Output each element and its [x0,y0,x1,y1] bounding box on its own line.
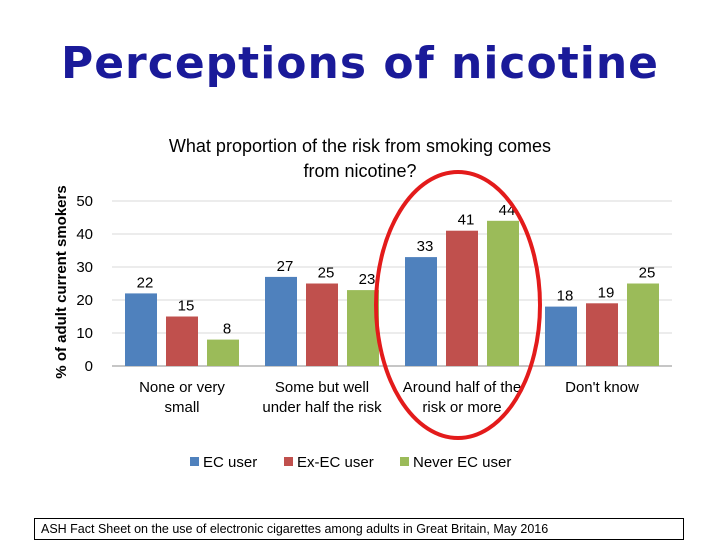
x-tick-label: Some but well [275,379,369,396]
legend: EC user Ex-EC user Never EC user [190,454,511,471]
data-label: 25 [318,265,335,282]
bar [586,303,618,366]
y-tick-label: 0 [85,358,93,375]
chart-title-line: What proportion of the risk from smoking… [169,136,551,156]
x-tick-label: Around half of the [403,379,521,396]
legend-label: Ex-EC user [297,454,374,471]
bar [347,290,379,366]
x-tick-label: Don't know [565,379,639,396]
data-label: 19 [598,284,615,301]
y-axis-label: % of adult current smokers [53,185,70,378]
bar [306,283,338,366]
y-tick-label: 50 [76,193,93,210]
data-label: 25 [639,265,656,282]
data-label: 22 [137,274,154,291]
bars [125,220,659,366]
bar [166,316,198,366]
y-tick-label: 40 [76,226,93,243]
bar [627,283,659,366]
data-label: 18 [557,288,574,305]
data-label: 23 [359,271,376,288]
slide-title: Perceptions of nicotine [60,38,660,89]
x-tick-label: under half the risk [262,399,382,416]
y-tick-label: 30 [76,259,93,276]
bar [545,306,577,366]
gridlines [112,200,672,367]
data-label: 33 [417,238,434,255]
bar [446,230,478,366]
chart-title-line: from nicotine? [303,161,416,181]
legend-swatch [190,457,199,466]
legend-swatch [400,457,409,466]
bar [265,276,297,366]
bar [125,293,157,366]
bar [207,339,239,366]
y-tick-label: 10 [76,325,93,342]
data-label: 15 [178,298,195,315]
x-tick-label: risk or more [422,399,501,416]
bar [487,220,519,366]
data-label: 8 [223,321,231,338]
legend-label: Never EC user [413,454,511,471]
y-tick-label: 20 [76,292,93,309]
legend-label: EC user [203,454,257,471]
data-label: 41 [458,212,475,229]
highlight-ellipse [374,170,542,440]
chart-title: What proportion of the risk from smoking… [169,136,551,181]
source-footnote: ASH Fact Sheet on the use of electronic … [34,518,684,540]
data-label: 27 [277,258,294,275]
x-tick-label: None or very [139,379,225,396]
x-tick-label: small [164,399,199,416]
legend-swatch [284,457,293,466]
bar [405,257,437,366]
tick-labels: 0 10 20 30 40 50 None or very small Some but wel… [76,193,639,416]
